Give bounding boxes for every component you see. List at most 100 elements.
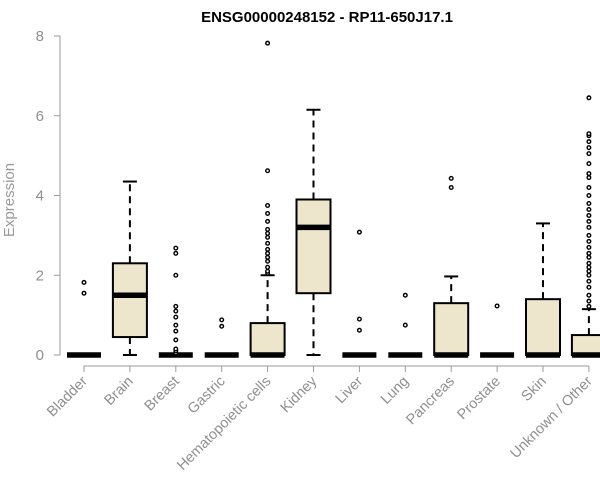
outlier-point [586, 284, 592, 290]
outlier-point [173, 328, 179, 334]
outlier-point [265, 230, 271, 236]
outlier-point [173, 272, 179, 278]
outlier-point [402, 322, 408, 328]
boxes-layer [67, 40, 600, 358]
outlier-point [586, 303, 592, 309]
outlier-point [586, 212, 592, 218]
outlier-point [265, 218, 271, 224]
outlier-point [265, 268, 271, 274]
outlier-point [586, 200, 592, 206]
box-group [388, 292, 423, 358]
box-group [570, 95, 600, 358]
outlier-point [265, 264, 271, 270]
outlier-point [265, 240, 271, 246]
outlier-point [219, 317, 225, 323]
outlier-point [265, 250, 271, 256]
outlier-point [448, 175, 454, 181]
outlier-point [173, 308, 179, 314]
y-axis-label: Expression [1, 163, 18, 237]
y-tick-label: 8 [36, 28, 44, 45]
box-group [204, 317, 239, 358]
box-body [111, 262, 148, 339]
x-tick-label: Pancreas [403, 374, 458, 429]
x-tick-label: Kidney [278, 373, 321, 416]
y-axis: 0 2 4 6 8 [36, 28, 61, 364]
outlier-point [586, 232, 592, 238]
outlier-point [586, 95, 592, 101]
y-tick-label: 0 [36, 347, 44, 364]
y-tick-label: 6 [36, 108, 44, 125]
x-tick-label: Unknown / Other [507, 373, 595, 461]
outlier-point [265, 226, 271, 232]
outlier-point [265, 210, 271, 216]
box-body [525, 298, 561, 356]
outlier-point [586, 218, 592, 224]
x-tick-label: Skin [519, 374, 550, 405]
outlier-point [586, 292, 592, 298]
outlier-point [173, 314, 179, 320]
outlier-point [586, 268, 592, 274]
outlier-point [265, 168, 271, 174]
outlier-point [173, 346, 179, 352]
outlier-point [586, 171, 592, 177]
x-tick-label: Brain [101, 374, 136, 409]
outlier-point [586, 260, 592, 266]
outlier-point [356, 229, 362, 235]
box-group [433, 175, 470, 358]
outlier-point [265, 258, 271, 264]
outlier-point [356, 327, 362, 333]
outlier-point [173, 337, 179, 343]
box-group [525, 222, 561, 358]
x-tick-label: Prostate [454, 374, 503, 423]
x-tick-label: Breast [142, 374, 183, 415]
outlier-point [81, 279, 87, 285]
outlier-point [448, 185, 454, 191]
outlier-point [173, 303, 179, 309]
box-group [249, 40, 286, 358]
outlier-point [494, 303, 500, 309]
outlier-point [586, 139, 592, 145]
outlier-point [173, 250, 179, 256]
outlier-point [81, 290, 87, 296]
outlier-point [402, 292, 408, 298]
box-body [249, 322, 286, 357]
outlier-point [586, 254, 592, 260]
box-group [158, 245, 193, 358]
x-tick-label: Lung [378, 374, 412, 408]
outlier-point [356, 316, 362, 322]
y-tick-label: 4 [36, 188, 44, 205]
box-group [111, 180, 148, 356]
outlier-point [173, 322, 179, 328]
box-group [480, 303, 515, 358]
outlier-point [586, 264, 592, 270]
box-group [295, 108, 332, 356]
outlier-point [265, 40, 271, 46]
box-group [67, 279, 101, 358]
outlier-point [586, 224, 592, 230]
outlier-point [586, 238, 592, 244]
box-body [570, 334, 600, 356]
box-body [295, 198, 332, 295]
box-body [433, 302, 470, 357]
outlier-point [586, 131, 592, 137]
outlier-point [586, 192, 592, 198]
outlier-point [586, 185, 592, 191]
outlier-point [586, 272, 592, 278]
x-tick-label: Gastric [185, 374, 229, 418]
outlier-point [586, 151, 592, 157]
outlier-point [265, 246, 271, 252]
outlier-point [265, 254, 271, 260]
chart-title: ENSG00000248152 - RP11-650J17.1 [201, 9, 453, 26]
outlier-point [173, 245, 179, 251]
outlier-point [586, 250, 592, 256]
y-tick-label: 2 [36, 267, 44, 284]
outlier-point [586, 278, 592, 284]
outlier-point [586, 145, 592, 151]
outlier-point [586, 244, 592, 250]
outlier-point [586, 161, 592, 167]
outlier-point [586, 206, 592, 212]
outlier-point [265, 202, 271, 208]
x-tick-label: Liver [333, 373, 367, 407]
